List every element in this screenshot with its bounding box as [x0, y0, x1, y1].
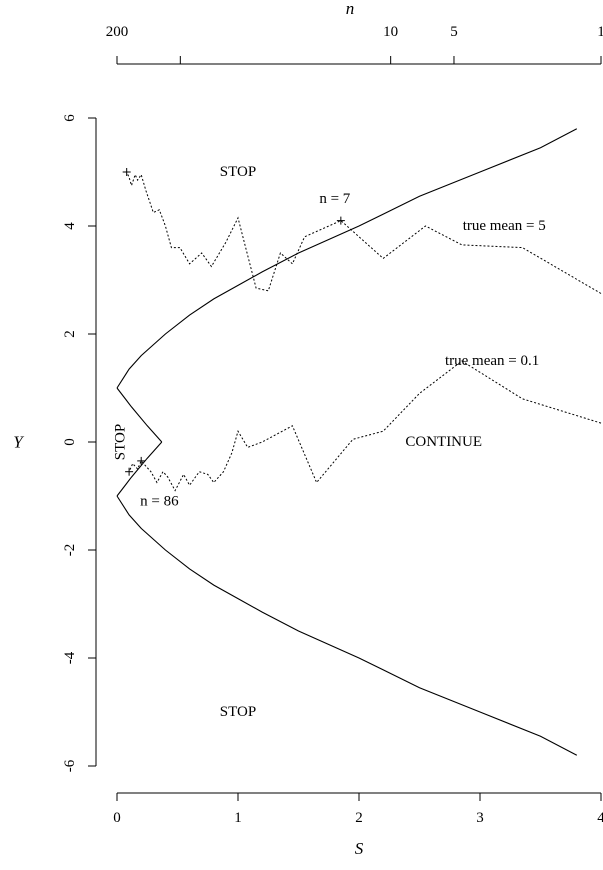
y-tick-label: -4 [62, 651, 78, 664]
region-label: CONTINUE [405, 434, 482, 450]
top-tick-label: 1 [597, 24, 603, 40]
x-tick-label: 2 [355, 810, 363, 826]
upper-boundary [116, 128, 578, 389]
x-tick-label: 1 [234, 810, 242, 826]
inner-lower-boundary [116, 441, 163, 497]
axes: 0 1 2 3 4 S -6 -4 -2 0 2 4 6 Y 200 10 5 1 n [13, 0, 603, 858]
x-tick-label: 4 [597, 810, 603, 826]
sample-path-2 [128, 360, 602, 492]
sample-size-label: n = 7 [319, 191, 350, 207]
annotations: STOP STOP CONTINUE n = 7 true mean = 5 true m… [113, 164, 546, 720]
x-axis-title: S [355, 839, 364, 858]
top-tick-label: 10 [383, 24, 398, 40]
top-tick-label: 200 [106, 24, 129, 40]
y-tick-label: -6 [62, 759, 78, 772]
top-axis-title: n [346, 0, 355, 18]
y-tick-label: 4 [62, 222, 78, 230]
region-label: STOP [220, 704, 256, 720]
region-label: STOP [220, 164, 256, 180]
stop-region-inner-label: STOP [113, 424, 129, 460]
true-mean-label: true mean = 0.1 [445, 353, 539, 369]
true-mean-label: true mean = 5 [463, 218, 546, 234]
y-tick-label: 2 [62, 330, 78, 338]
x-tick-label: 3 [476, 810, 484, 826]
top-tick-label: 5 [450, 24, 458, 40]
sample-size-label: n = 86 [140, 493, 179, 509]
sample-paths [122, 168, 602, 492]
inner-upper-boundary [116, 387, 163, 443]
x-tick-label: 0 [113, 810, 121, 826]
y-tick-label: 6 [62, 114, 78, 122]
y-tick-label: -2 [62, 544, 78, 557]
y-tick-label: 0 [62, 438, 78, 446]
sample-path-1 [126, 171, 602, 294]
boundary-curves [116, 128, 578, 756]
lower-boundary [116, 495, 578, 756]
y-axis-title: Y [13, 433, 24, 452]
